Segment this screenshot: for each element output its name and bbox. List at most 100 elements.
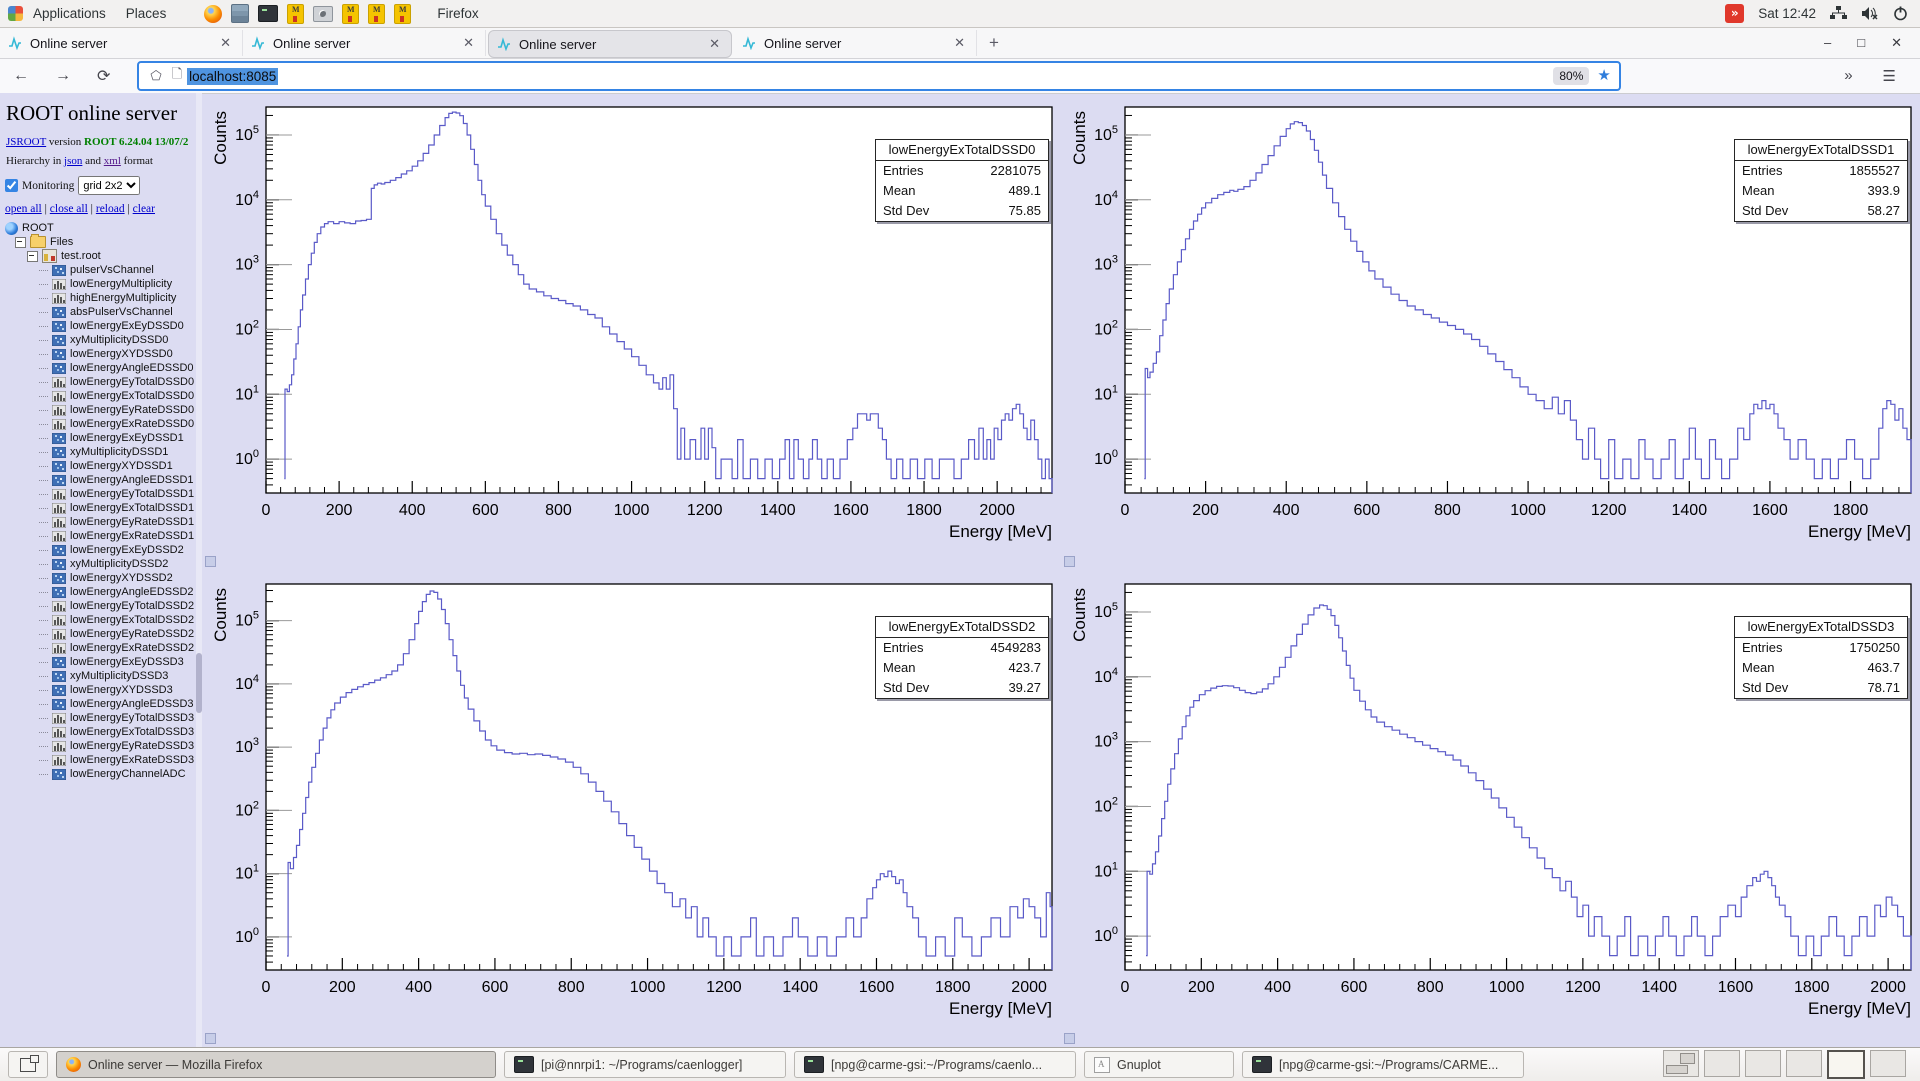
record-badge-icon[interactable]: » bbox=[1725, 4, 1744, 23]
bookmark-star-icon[interactable]: ★ bbox=[1597, 68, 1613, 84]
midas-icon[interactable]: M bbox=[368, 4, 385, 24]
overflow-menu-icon[interactable]: » bbox=[1844, 67, 1852, 85]
tree-files[interactable]: Files bbox=[15, 235, 202, 249]
firefox-icon[interactable] bbox=[204, 5, 222, 23]
terminal-icon[interactable] bbox=[258, 5, 278, 22]
tree-item[interactable]: xyMultiplicityDSSD1 bbox=[39, 445, 202, 459]
taskbar-window-button[interactable]: [npg@carme-gsi:~/Programs/caenlo... bbox=[794, 1051, 1076, 1078]
tree-item[interactable]: pulserVsChannel bbox=[39, 263, 202, 277]
workspace-6[interactable] bbox=[1870, 1050, 1906, 1077]
screenshot-icon[interactable] bbox=[313, 6, 333, 22]
browser-tab[interactable]: Online server ✕ bbox=[0, 30, 243, 56]
tree-item[interactable]: lowEnergyXYDSSD2 bbox=[39, 571, 202, 585]
show-desktop-button[interactable] bbox=[8, 1051, 48, 1078]
pad-resize-grip[interactable] bbox=[205, 556, 216, 567]
collapse-icon[interactable] bbox=[27, 251, 38, 262]
clock[interactable]: Sat 12:42 bbox=[1758, 6, 1816, 21]
tree-item[interactable]: lowEnergyExEyDSSD3 bbox=[39, 655, 202, 669]
tree-item[interactable]: lowEnergyXYDSSD3 bbox=[39, 683, 202, 697]
plot-pad-0[interactable]: 1001011021031041050200400600800100012001… bbox=[202, 93, 1061, 570]
workspace-1[interactable] bbox=[1663, 1050, 1699, 1077]
monitoring-checkbox[interactable] bbox=[5, 179, 18, 192]
volume-muted-icon[interactable] bbox=[1861, 6, 1879, 21]
taskbar-window-button[interactable]: [pi@nnrpi1: ~/Programs/caenlogger] bbox=[504, 1051, 786, 1078]
tab-close-icon[interactable]: ✕ bbox=[217, 35, 234, 51]
clear-link[interactable]: clear bbox=[133, 203, 155, 215]
plot-pad-3[interactable]: 1001011021031041050200400600800100012001… bbox=[1061, 570, 1920, 1047]
plot-pad-1[interactable]: 1001011021031041050200400600800100012001… bbox=[1061, 93, 1920, 570]
tree-item[interactable]: xyMultiplicityDSSD0 bbox=[39, 333, 202, 347]
places-menu[interactable]: Places bbox=[116, 6, 177, 21]
plot-pad-2[interactable]: 1001011021031041050200400600800100012001… bbox=[202, 570, 1061, 1047]
stat-box[interactable]: lowEnergyExTotalDSSD1Entries1855527Mean3… bbox=[1734, 139, 1908, 222]
xml-link[interactable]: xml bbox=[104, 155, 121, 167]
shield-icon[interactable]: ⬠ bbox=[145, 68, 166, 84]
tree-item[interactable]: lowEnergyEyTotalDSSD2 bbox=[39, 599, 202, 613]
browser-tab[interactable]: Online server ✕ bbox=[243, 30, 486, 56]
tree-item[interactable]: lowEnergyEyRateDSSD1 bbox=[39, 515, 202, 529]
tree-item[interactable]: lowEnergyExEyDSSD1 bbox=[39, 431, 202, 445]
zoom-level-badge[interactable]: 80% bbox=[1553, 67, 1589, 85]
close-window-button[interactable]: ✕ bbox=[1891, 35, 1902, 51]
tree-item[interactable]: lowEnergyExRateDSSD0 bbox=[39, 417, 202, 431]
tree-item[interactable]: absPulserVsChannel bbox=[39, 305, 202, 319]
workspace-5[interactable] bbox=[1827, 1050, 1865, 1079]
tree-item[interactable]: lowEnergyChannelADC bbox=[39, 767, 202, 781]
tree-item[interactable]: lowEnergyEyRateDSSD2 bbox=[39, 627, 202, 641]
tree-item[interactable]: lowEnergyExTotalDSSD0 bbox=[39, 389, 202, 403]
tree-item[interactable]: lowEnergyAngleEDSSD0 bbox=[39, 361, 202, 375]
tree-item[interactable]: lowEnergyEyTotalDSSD0 bbox=[39, 375, 202, 389]
tree-item[interactable]: xyMultiplicityDSSD2 bbox=[39, 557, 202, 571]
terminal-icon[interactable] bbox=[514, 1056, 534, 1073]
minimize-button[interactable]: – bbox=[1824, 35, 1831, 51]
tree-item[interactable]: lowEnergyExRateDSSD3 bbox=[39, 753, 202, 767]
stat-box[interactable]: lowEnergyExTotalDSSD2Entries4549283Mean4… bbox=[875, 616, 1049, 699]
tree-item[interactable]: lowEnergyXYDSSD1 bbox=[39, 459, 202, 473]
json-link[interactable]: json bbox=[64, 155, 82, 167]
pad-resize-grip[interactable] bbox=[1064, 556, 1075, 567]
collapse-icon[interactable] bbox=[15, 237, 26, 248]
terminal-icon[interactable] bbox=[1252, 1056, 1272, 1073]
taskbar-window-button[interactable]: Online server — Mozilla Firefox bbox=[56, 1051, 496, 1078]
jsroot-link[interactable]: JSROOT bbox=[6, 136, 46, 148]
workspace-2[interactable] bbox=[1704, 1050, 1740, 1077]
tree-item[interactable]: lowEnergyExEyDSSD0 bbox=[39, 319, 202, 333]
active-app-label[interactable]: Firefox bbox=[437, 6, 478, 21]
tree-item[interactable]: lowEnergyAngleEDSSD2 bbox=[39, 585, 202, 599]
stat-box[interactable]: lowEnergyExTotalDSSD0Entries2281075Mean4… bbox=[875, 139, 1049, 222]
terminal-icon[interactable] bbox=[804, 1056, 824, 1073]
tree-item[interactable]: lowEnergyEyRateDSSD3 bbox=[39, 739, 202, 753]
workspace-4[interactable] bbox=[1786, 1050, 1822, 1077]
browser-tab[interactable]: Online server ✕ bbox=[488, 30, 732, 58]
tree-item[interactable]: lowEnergyExTotalDSSD2 bbox=[39, 613, 202, 627]
open-all-link[interactable]: open all bbox=[5, 203, 42, 215]
tree-item[interactable]: highEnergyMultiplicity bbox=[39, 291, 202, 305]
tree-item[interactable]: lowEnergyEyTotalDSSD1 bbox=[39, 487, 202, 501]
stat-box[interactable]: lowEnergyExTotalDSSD3Entries1750250Mean4… bbox=[1734, 616, 1908, 699]
back-button[interactable]: ← bbox=[0, 67, 42, 85]
tree-item[interactable]: lowEnergyExEyDSSD2 bbox=[39, 543, 202, 557]
close-all-link[interactable]: close all bbox=[50, 203, 88, 215]
browser-tab[interactable]: Online server ✕ bbox=[734, 30, 977, 56]
tree-item[interactable]: lowEnergyMultiplicity bbox=[39, 277, 202, 291]
applications-menu[interactable]: Applications bbox=[23, 6, 116, 21]
restore-button[interactable]: □ bbox=[1857, 35, 1865, 51]
tree-item[interactable]: lowEnergyAngleEDSSD1 bbox=[39, 473, 202, 487]
tree-file[interactable]: test.root bbox=[27, 249, 202, 263]
new-tab-button[interactable]: + bbox=[977, 33, 1011, 53]
network-icon[interactable] bbox=[1830, 6, 1847, 21]
midas-icon[interactable]: M bbox=[342, 4, 359, 24]
forward-button[interactable]: → bbox=[42, 67, 84, 85]
file-manager-icon[interactable] bbox=[231, 4, 249, 23]
page-info-icon[interactable]: 🗋 bbox=[167, 65, 187, 87]
tree-item[interactable]: lowEnergyExTotalDSSD3 bbox=[39, 725, 202, 739]
reload-button[interactable]: ⟳ bbox=[84, 66, 123, 86]
taskbar-window-button[interactable]: [npg@carme-gsi:~/Programs/CARME... bbox=[1242, 1051, 1524, 1078]
tree-item[interactable]: lowEnergyEyRateDSSD0 bbox=[39, 403, 202, 417]
workspace-3[interactable] bbox=[1745, 1050, 1781, 1077]
url-bar[interactable]: ⬠ 🗋 localhost:8085 80% ★ bbox=[137, 61, 1621, 91]
tree-item[interactable]: lowEnergyExRateDSSD2 bbox=[39, 641, 202, 655]
tree-root[interactable]: ROOT bbox=[5, 221, 202, 235]
firefox-icon[interactable] bbox=[66, 1057, 81, 1072]
midas-icon[interactable]: M bbox=[394, 4, 411, 24]
